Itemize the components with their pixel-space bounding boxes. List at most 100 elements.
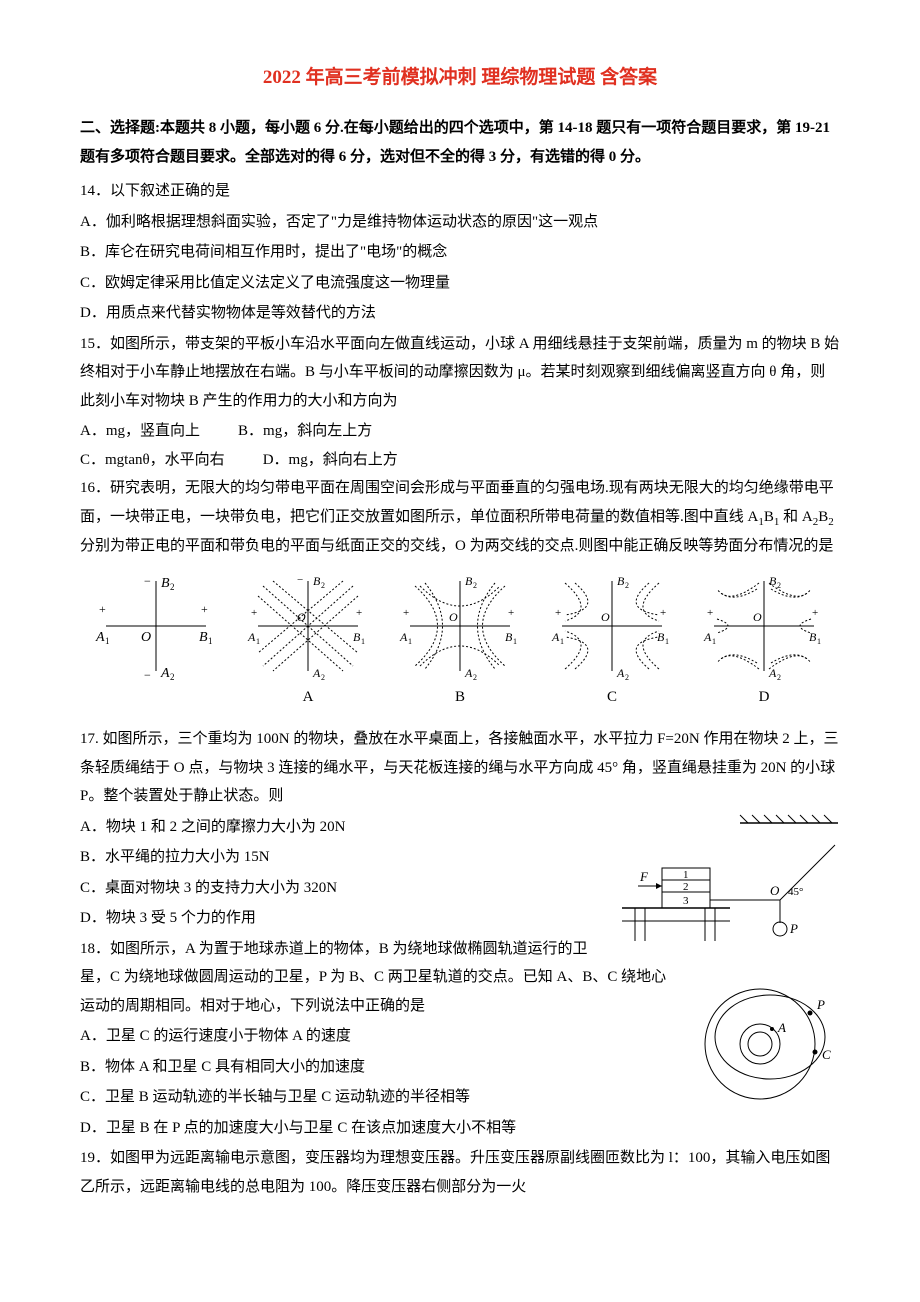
svg-text:1: 1 <box>665 637 669 646</box>
svg-text:A: A <box>399 630 408 644</box>
svg-text:2: 2 <box>777 673 781 681</box>
svg-text:A: A <box>312 666 321 680</box>
svg-text:1: 1 <box>361 637 365 646</box>
force-f-label: F <box>639 869 649 884</box>
q17-diagram-icon: 1 2 3 F O 45° P <box>620 813 840 943</box>
svg-text:A: A <box>703 630 712 644</box>
q14-opt-c: C．欧姆定律采用比值定义法定义了电流强度这一物理量 <box>80 269 840 298</box>
q19-stem: 19．如图甲为远距离输电示意图，变压器均为理想变压器。升压变压器原副线圈匝数比为… <box>80 1144 840 1201</box>
svg-text:1: 1 <box>105 636 110 646</box>
block3-label: 3 <box>683 895 689 907</box>
svg-text:2: 2 <box>321 673 325 681</box>
svg-text:O: O <box>601 610 610 624</box>
point-a-label: A <box>777 1020 786 1035</box>
option-b-diagram-icon: + A1 + B1 B2 A2 O <box>395 571 525 681</box>
svg-text:A: A <box>551 630 560 644</box>
svg-text:+: + <box>201 602 208 616</box>
q14-stem: 14．以下叙述正确的是 <box>80 177 840 206</box>
svg-text:2: 2 <box>473 673 477 681</box>
svg-text:−: − <box>144 574 151 588</box>
svg-text:A: A <box>247 630 256 644</box>
svg-text:+: + <box>555 607 561 619</box>
q16-label-b: B <box>384 683 536 712</box>
q16-stem-p2: 分别为带正电的平面和带负电的平面与纸面正交的交线，O 为两交线的交点.则图中能正… <box>80 538 833 554</box>
svg-text:+: + <box>660 607 666 619</box>
svg-text:O: O <box>753 610 762 624</box>
point-o-label: O <box>770 883 780 898</box>
q15-opts-row2: C．mgtanθ，水平向右 D．mg，斜向右上方 <box>80 446 840 475</box>
q16-sub4: 2 <box>828 516 834 528</box>
q15-opts-row1: A．mg，竖直向上 B．mg，斜向左上方 <box>80 417 840 446</box>
q17-figure: 1 2 3 F O 45° P <box>620 813 840 954</box>
svg-text:+: + <box>508 607 514 619</box>
svg-text:+: + <box>403 607 409 619</box>
point-c-label: C <box>822 1047 831 1062</box>
svg-text:O: O <box>141 630 151 645</box>
svg-text:2: 2 <box>170 672 175 681</box>
svg-text:B: B <box>465 574 473 588</box>
svg-text:A: A <box>95 630 105 645</box>
block2-label: 2 <box>683 881 689 893</box>
q16-fig-setup: + A1 + B1 − B2 − A2 O <box>80 571 232 712</box>
block1-label: 1 <box>683 869 689 881</box>
svg-text:1: 1 <box>408 637 412 646</box>
q16-fig-c: + A1 + B1 B2 A2 O C <box>536 571 688 712</box>
svg-text:B: B <box>505 630 513 644</box>
q16-figures: + A1 + B1 − B2 − A2 O + A1 <box>80 571 840 712</box>
q15-opt-a: A．mg，竖直向上 <box>80 417 200 446</box>
svg-text:B: B <box>313 574 321 588</box>
option-a-diagram-icon: + A1 + B1 − B2 A2 O <box>243 571 373 681</box>
q18-figure: A P C <box>690 959 840 1120</box>
q14-opt-b: B．库仑在研究电荷间相互作用时，提出了"电场"的概念 <box>80 238 840 267</box>
svg-text:1: 1 <box>256 637 260 646</box>
svg-text:B: B <box>657 630 665 644</box>
q16-stem-p1: 16．研究表明，无限大的均匀带电平面在周围空间会形成与平面垂直的匀强电场.现有两… <box>80 480 834 525</box>
svg-text:2: 2 <box>473 581 477 590</box>
q16-label-a: A <box>232 683 384 712</box>
q15-opt-c: C．mgtanθ，水平向右 <box>80 446 225 475</box>
svg-text:1: 1 <box>208 636 213 646</box>
svg-text:A: A <box>616 666 625 680</box>
svg-text:B: B <box>769 574 777 588</box>
q15-opt-b: B．mg，斜向左上方 <box>238 417 372 446</box>
q16-stem: 16．研究表明，无限大的均匀带电平面在周围空间会形成与平面垂直的匀强电场.现有两… <box>80 474 840 561</box>
section-instructions: 二、选择题:本题共 8 小题，每小题 6 分.在每小题给出的四个选项中，第 14… <box>80 114 840 171</box>
point-p-label: P <box>816 997 825 1012</box>
svg-text:+: + <box>99 602 106 616</box>
svg-text:B: B <box>809 630 817 644</box>
svg-text:A: A <box>464 666 473 680</box>
svg-text:B: B <box>161 576 170 591</box>
svg-text:1: 1 <box>817 637 821 646</box>
svg-text:1: 1 <box>712 637 716 646</box>
svg-text:+: + <box>812 607 818 619</box>
exam-title: 2022 年高三考前模拟冲刺 理综物理试题 含答案 <box>80 60 840 96</box>
svg-text:O: O <box>449 610 458 624</box>
svg-text:2: 2 <box>170 582 175 592</box>
svg-text:−: − <box>144 668 151 681</box>
svg-text:+: + <box>707 607 713 619</box>
svg-text:2: 2 <box>625 673 629 681</box>
q16-label-c: C <box>536 683 688 712</box>
q16-fig-a: + A1 + B1 − B2 A2 O A <box>232 571 384 712</box>
svg-text:A: A <box>160 666 170 681</box>
q15-opt-d: D．mg，斜向右上方 <box>263 446 398 475</box>
q15-stem: 15．如图所示，带支架的平板小车沿水平面向左做直线运动，小球 A 用细线悬挂于支… <box>80 330 840 416</box>
setup-diagram-icon: + A1 + B1 − B2 − A2 O <box>91 571 221 681</box>
q16-lab1: B <box>764 509 774 525</box>
svg-text:2: 2 <box>625 581 629 590</box>
svg-text:B: B <box>199 630 208 645</box>
svg-text:1: 1 <box>560 637 564 646</box>
q16-lab2: 和 A <box>779 509 812 525</box>
option-d-diagram-icon: + A1 + B1 B2 A2 O <box>699 571 829 681</box>
svg-text:O: O <box>297 610 306 624</box>
svg-text:−: − <box>297 574 303 586</box>
svg-text:2: 2 <box>321 581 325 590</box>
q16-label-d: D <box>688 683 840 712</box>
q16-fig-d: + A1 + B1 B2 A2 O D <box>688 571 840 712</box>
svg-text:1: 1 <box>513 637 517 646</box>
angle-label: 45° <box>788 886 803 898</box>
svg-text:B: B <box>353 630 361 644</box>
svg-text:+: + <box>356 607 362 619</box>
svg-text:A: A <box>768 666 777 680</box>
svg-text:B: B <box>617 574 625 588</box>
